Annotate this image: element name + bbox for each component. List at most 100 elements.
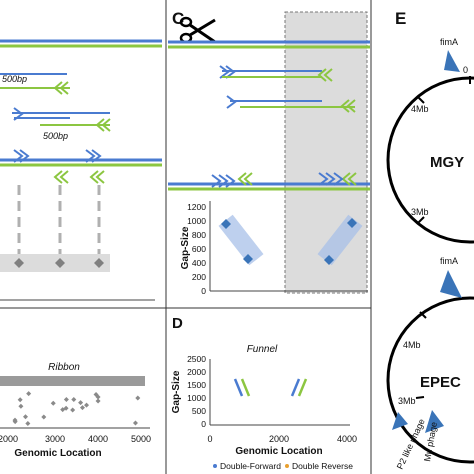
ribbon-outlier-point	[26, 391, 32, 397]
genome-label-bottom: EPEC	[420, 374, 461, 391]
panel-d-letter: D	[172, 315, 183, 332]
ribbon-outlier-point	[79, 405, 85, 411]
y-axis-label: Gap-Size	[171, 370, 182, 413]
ribbon-x-ticks: 2000 3000 4000 5000	[0, 434, 151, 444]
svg-text:3Mb: 3Mb	[398, 396, 416, 406]
svg-text:1000: 1000	[187, 216, 206, 226]
marker-label-fima: fimA	[440, 37, 458, 47]
forward-chevron	[333, 172, 344, 186]
ribbon-outlier-point	[50, 400, 56, 406]
ribbon-outlier-point	[63, 396, 69, 402]
x-axis-ticks: 0 2000 4000	[207, 434, 357, 444]
ribbon-outlier-point	[70, 407, 76, 413]
funnel-streak-reverse	[297, 378, 308, 397]
reverse-chevron	[340, 99, 356, 113]
left-reads-panel: 500bp 500bp	[0, 39, 162, 301]
gap-axis-label: Gap-Size	[180, 226, 191, 269]
ribbon-outlier-point	[132, 420, 138, 426]
marker-triangle-p2	[392, 412, 408, 430]
svg-text:0: 0	[463, 65, 468, 75]
forward-chevron	[211, 174, 236, 188]
svg-text:2000: 2000	[187, 367, 206, 377]
marker-triangle-fima-bottom	[440, 270, 462, 298]
funnel-band	[317, 214, 363, 266]
ribbon-outlier-point	[23, 414, 29, 420]
marker-label-fima-bottom: fimA	[440, 256, 458, 266]
panel-b: Ribbon 2000 3000 4000 5000 Genomic Locat…	[0, 362, 151, 459]
ribbon-outlier-point	[78, 400, 84, 406]
reverse-chevron	[89, 170, 105, 184]
panel-d: D Funnel Gap-Size 2500 2000 1500 1000 50…	[171, 315, 357, 471]
gap-point	[221, 219, 231, 229]
svg-text:500: 500	[192, 406, 206, 416]
ribbon-point	[55, 258, 65, 268]
ribbon-outlier-point	[71, 397, 77, 403]
ribbon-outlier-point	[18, 403, 24, 409]
forward-chevron	[13, 149, 30, 163]
ribbon-outlier-point	[60, 407, 66, 413]
reverse-chevron	[53, 81, 69, 95]
svg-text:3Mb: 3Mb	[411, 207, 429, 217]
svg-text:5000: 5000	[131, 434, 151, 444]
genome-label-top: MGY	[430, 154, 464, 171]
ribbon-outlier-point	[17, 397, 23, 403]
ribbon-band	[0, 376, 145, 386]
x-axis-label: Genomic Location	[235, 446, 322, 457]
gap-axis-ticks: 1200 1000 800 600 400 200 0	[187, 202, 206, 296]
ribbon-scatter	[12, 391, 141, 427]
svg-text:3000: 3000	[45, 434, 65, 444]
ribbon-outlier-point	[25, 421, 31, 427]
funnel-streak-forward	[290, 378, 301, 397]
scissors-icon	[179, 16, 216, 44]
svg-text:0: 0	[207, 434, 212, 444]
svg-text:2000: 2000	[269, 434, 289, 444]
ribbon-label: Ribbon	[48, 362, 80, 373]
reverse-chevron	[317, 68, 333, 82]
funnel-streak-forward	[233, 378, 244, 397]
funnel-band	[218, 214, 264, 266]
svg-text:0: 0	[201, 286, 206, 296]
forward-chevron	[318, 172, 336, 186]
fragment-label: 500bp	[2, 74, 27, 84]
gap-point	[243, 254, 253, 264]
svg-text:1000: 1000	[187, 393, 206, 403]
svg-text:4Mb: 4Mb	[403, 340, 421, 350]
panel-c: C Gap-Size 1200 1000	[168, 9, 370, 296]
y-axis-ticks: 2500 2000 1500 1000 500 0	[187, 354, 206, 429]
marker-triangle-fima	[444, 50, 460, 72]
ribbon-outlier-point	[135, 395, 141, 401]
fragment-label: 500bp	[43, 131, 68, 141]
svg-text:2000: 2000	[0, 434, 18, 444]
panel-e-letter: E	[395, 9, 406, 28]
svg-text:200: 200	[192, 272, 206, 282]
marker-triangle-mu	[425, 410, 444, 433]
svg-text:4Mb: 4Mb	[411, 104, 429, 114]
forward-chevron	[226, 95, 237, 109]
legend-swatch-reverse	[285, 464, 289, 468]
ribbon-outlier-point	[84, 402, 90, 408]
forward-chevron	[85, 149, 102, 163]
forward-chevron	[13, 107, 24, 121]
ribbon-outlier-point	[12, 419, 18, 425]
svg-text:4000: 4000	[88, 434, 108, 444]
funnel-streak-reverse	[240, 378, 251, 397]
svg-text:2500: 2500	[187, 354, 206, 364]
ribbon-outlier-point	[41, 414, 47, 420]
legend-swatch-forward	[213, 464, 217, 468]
svg-text:600: 600	[192, 244, 206, 254]
funnel-label: Funnel	[247, 344, 278, 355]
legend-label-reverse: Double Reverse	[292, 461, 353, 471]
ribbon-outlier-point	[95, 398, 101, 404]
ribbon-point	[14, 258, 24, 268]
gap-point	[324, 255, 334, 265]
svg-text:4000: 4000	[337, 434, 357, 444]
svg-text:800: 800	[192, 230, 206, 240]
reverse-chevron	[53, 170, 69, 184]
svg-text:0: 0	[201, 419, 206, 429]
gap-point	[347, 218, 357, 228]
ribbon-outlier-point	[95, 394, 101, 400]
legend-label-forward: Double-Forward	[220, 461, 281, 471]
reverse-chevron	[237, 172, 253, 186]
panel-e: E 0 4Mb 3Mb MGY fimA 4Mb 3Mb EPEC fimA P…	[386, 9, 474, 471]
svg-text:400: 400	[192, 258, 206, 268]
